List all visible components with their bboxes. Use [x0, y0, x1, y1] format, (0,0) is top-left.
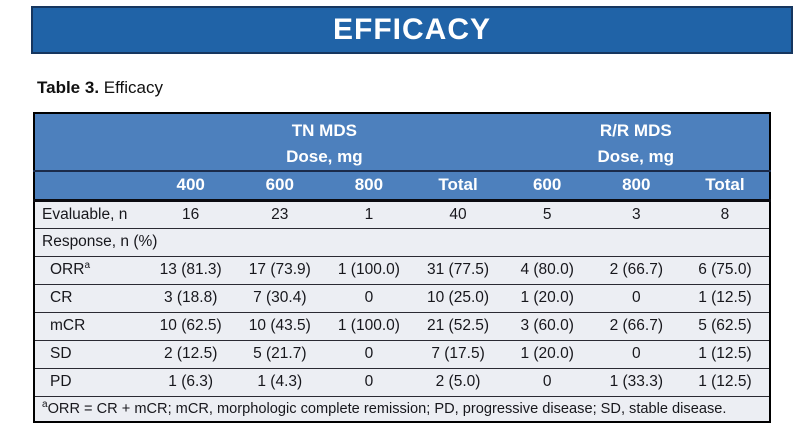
data-cell: 4 (80.0) [502, 255, 592, 284]
row-label: ORRa [34, 255, 147, 284]
data-cell: 1 (20.0) [502, 283, 592, 312]
table-body: Evaluable, n 16 23 1 40 5 3 8 Response, n (%) ORR… [34, 200, 770, 396]
row-label-text: SD [50, 345, 72, 362]
table-row: mCR 10 (62.5) 10 (43.5) 1 (100.0) 21 (52.5) 3… [34, 311, 770, 340]
banner-title: EFFICACY [333, 13, 491, 46]
data-cell: 6 (75.0) [680, 255, 770, 284]
table-row: PD 1 (6.3) 1 (4.3) 0 2 (5.0) 0 1 (33.3) 1 (12.5… [34, 367, 770, 396]
row-label-text: mCR [50, 317, 86, 334]
data-cell: 2 (66.7) [591, 311, 681, 340]
data-cell: 16 [146, 200, 236, 228]
data-cell: 1 [324, 200, 414, 228]
data-cell: 2 (12.5) [146, 339, 236, 368]
data-cell: 13 (81.3) [146, 255, 236, 284]
table-row: SD 2 (12.5) 5 (21.7) 0 7 (17.5) 1 (20.0) 0 1 (1… [34, 339, 770, 368]
data-cell: 2 (5.0) [413, 367, 503, 396]
row-label-text: PD [50, 373, 72, 390]
efficacy-table: TN MDS R/R MDS Dose, mg Dose, mg 400 600 8… [33, 112, 771, 423]
data-cell: 2 (66.7) [591, 255, 681, 284]
data-cell: 23 [235, 200, 325, 228]
row-label: mCR [34, 311, 147, 340]
data-cell: 1 (6.3) [146, 367, 236, 396]
data-cell: 5 [502, 200, 592, 228]
table-caption-text: Efficacy [99, 78, 163, 97]
row-label-superscript: a [84, 259, 91, 271]
data-cell: 1 (100.0) [324, 311, 414, 340]
row-label-text: ORR [50, 261, 85, 278]
row-label: SD [34, 339, 147, 368]
group-header-tn-mds: TN MDS [146, 113, 503, 143]
data-cell: 10 (62.5) [146, 311, 236, 340]
dose-col-header: 400 [146, 170, 236, 202]
footnote-row: aORR = CR + mCR; mCR, morphologic comple… [34, 395, 770, 422]
group-subtitle-tn-dose: Dose, mg [146, 143, 503, 171]
dose-col-header: 800 [324, 170, 414, 202]
data-cell: 1 (12.5) [680, 339, 770, 368]
data-cell: 5 (21.7) [235, 339, 325, 368]
data-cell: 1 (4.3) [235, 367, 325, 396]
row-label-text: Response, n (%) [42, 233, 158, 250]
data-cell: 7 (17.5) [413, 339, 503, 368]
data-cell: 7 (30.4) [235, 283, 325, 312]
data-cell: 1 (12.5) [680, 283, 770, 312]
table-row: Evaluable, n 16 23 1 40 5 3 8 [34, 200, 770, 228]
dose-col-header: 600 [502, 170, 592, 202]
dose-col-header: Total [680, 170, 770, 202]
corner-blank-cell [34, 113, 147, 171]
group-subtitle-row: Dose, mg Dose, mg [34, 143, 770, 171]
data-cell: 8 [680, 200, 770, 228]
row-label-text: CR [50, 289, 73, 306]
data-cell: 1 (12.5) [680, 367, 770, 396]
dose-blank-cell [34, 170, 147, 202]
group-title-row: TN MDS R/R MDS [34, 113, 770, 171]
row-label-text: Evaluable, n [42, 205, 128, 223]
data-cell: 0 [502, 367, 592, 396]
table-row: ORRa 13 (81.3) 17 (73.9) 1 (100.0) 31 (77.5)… [34, 255, 770, 284]
data-cell: 1 (100.0) [324, 255, 414, 284]
data-cell: 10 (25.0) [413, 283, 503, 312]
table-header: TN MDS R/R MDS Dose, mg Dose, mg 400 600 8… [34, 113, 770, 202]
efficacy-banner: EFFICACY [31, 6, 793, 54]
row-label: PD [34, 367, 147, 396]
data-cell: 0 [324, 339, 414, 368]
data-cell: 0 [324, 367, 414, 396]
data-cell: 5 (62.5) [680, 311, 770, 340]
data-cell: 3 [591, 200, 681, 228]
footnote-text: ORR = CR + mCR; mCR, morphologic complet… [47, 400, 727, 417]
data-cell: 1 (33.3) [591, 367, 681, 396]
data-cell: 0 [591, 283, 681, 312]
dose-col-header: 800 [591, 170, 681, 202]
data-cell: 3 (18.8) [146, 283, 236, 312]
data-cell: 0 [324, 283, 414, 312]
table-row: CR 3 (18.8) 7 (30.4) 0 10 (25.0) 1 (20.0) 0 1 (… [34, 283, 770, 312]
group-header-rr-mds: R/R MDS [502, 113, 770, 143]
table-caption: Table 3. Efficacy [37, 78, 163, 98]
table-footer: aORR = CR + mCR; mCR, morphologic comple… [34, 395, 770, 422]
footnote-superscript: a [42, 398, 48, 410]
data-cell: 0 [591, 339, 681, 368]
row-label: CR [34, 283, 147, 312]
data-cell: 31 (77.5) [413, 255, 503, 284]
table-row: Response, n (%) [34, 227, 770, 256]
data-cell: 3 (60.0) [502, 311, 592, 340]
table-caption-number: Table 3. [37, 78, 100, 97]
data-cell: 40 [413, 200, 503, 228]
data-cell: 1 (20.0) [502, 339, 592, 368]
dose-header-row: 400 600 800 Total 600 800 Total [34, 170, 770, 202]
data-cell: 21 (52.5) [413, 311, 503, 340]
footnote-cell: aORR = CR + mCR; mCR, morphologic comple… [34, 395, 770, 422]
group-subtitle-rr-dose: Dose, mg [502, 143, 770, 171]
data-cell: 17 (73.9) [235, 255, 325, 284]
dose-col-header: Total [413, 170, 503, 202]
dose-col-header: 600 [235, 170, 325, 202]
row-label: Evaluable, n [34, 200, 147, 228]
data-cell: 10 (43.5) [235, 311, 325, 340]
row-label: Response, n (%) [34, 227, 770, 256]
